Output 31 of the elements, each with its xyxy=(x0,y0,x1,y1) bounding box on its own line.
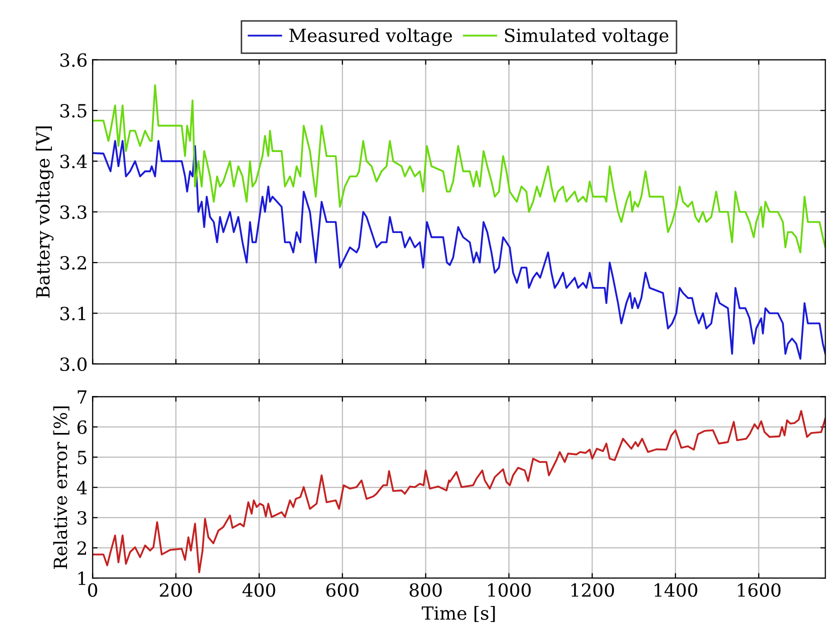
x-tick-label: 1000 xyxy=(488,583,531,597)
x-tick-label: 0 xyxy=(88,583,98,597)
x-axis-title: Time [s] xyxy=(422,606,495,622)
x-tick-label: 200 xyxy=(160,583,192,597)
x-tick-label: 1200 xyxy=(571,583,614,597)
y-tick-label: 4 xyxy=(76,480,87,494)
x-tick-label: 1400 xyxy=(654,583,698,597)
y-tick-label: 3.5 xyxy=(60,104,86,118)
y-tick-label: 7 xyxy=(78,390,86,404)
legend-label: Simulated voltage xyxy=(505,28,668,46)
x-tick-label: 600 xyxy=(326,583,358,597)
line-series xyxy=(92,84,826,254)
x-tick-label: 1600 xyxy=(738,583,781,597)
y-tick-label: 3.0 xyxy=(60,357,87,372)
y-tick-label: 6 xyxy=(77,420,87,434)
legend-label: Measured voltage xyxy=(289,28,452,46)
y-tick-label: 2 xyxy=(78,541,86,555)
x-tick-label: 800 xyxy=(410,583,442,597)
y-tick-label: 5 xyxy=(78,450,86,464)
y-tick-label: 3.1 xyxy=(60,306,86,320)
y-axis-title: Battery voltage [V] xyxy=(36,126,54,298)
x-tick-label: 400 xyxy=(242,583,276,597)
y-axis-title: Relative error [%] xyxy=(53,406,70,569)
y-tick-label: 1 xyxy=(78,572,86,585)
y-tick-label: 3.3 xyxy=(60,205,86,219)
y-tick-label: 3.2 xyxy=(60,256,86,270)
y-tick-label: 3.4 xyxy=(60,154,87,168)
line-series xyxy=(92,140,826,360)
y-tick-label: 3 xyxy=(78,511,86,525)
y-tick-label: 3.6 xyxy=(60,53,87,67)
line-series xyxy=(92,410,826,574)
